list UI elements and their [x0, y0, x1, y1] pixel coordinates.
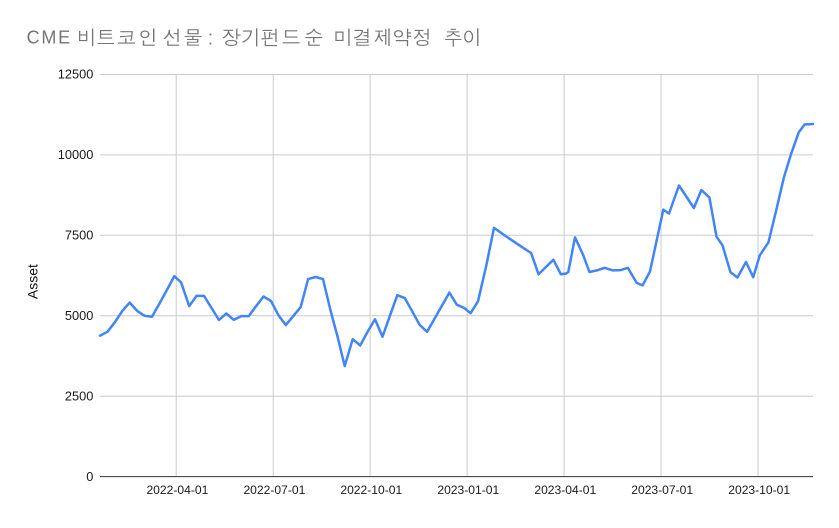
svg-text:10000: 10000 — [58, 147, 94, 162]
svg-text:5000: 5000 — [65, 308, 93, 323]
svg-text:2022-07-01: 2022-07-01 — [243, 483, 305, 497]
svg-text:2022-10-01: 2022-10-01 — [340, 483, 402, 497]
svg-text:12500: 12500 — [58, 67, 94, 82]
svg-text:2023-01-01: 2023-01-01 — [437, 483, 499, 497]
svg-text:Asset: Asset — [24, 264, 40, 299]
svg-text:7500: 7500 — [65, 228, 93, 243]
svg-text:2022-04-01: 2022-04-01 — [146, 483, 208, 497]
svg-text:2023-04-01: 2023-04-01 — [534, 483, 596, 497]
svg-text:2023-10-01: 2023-10-01 — [728, 483, 790, 497]
svg-text:2023-07-01: 2023-07-01 — [631, 483, 693, 497]
svg-text:CME: CME — [27, 28, 72, 48]
svg-text:2500: 2500 — [65, 388, 93, 403]
svg-text:0: 0 — [86, 469, 93, 484]
